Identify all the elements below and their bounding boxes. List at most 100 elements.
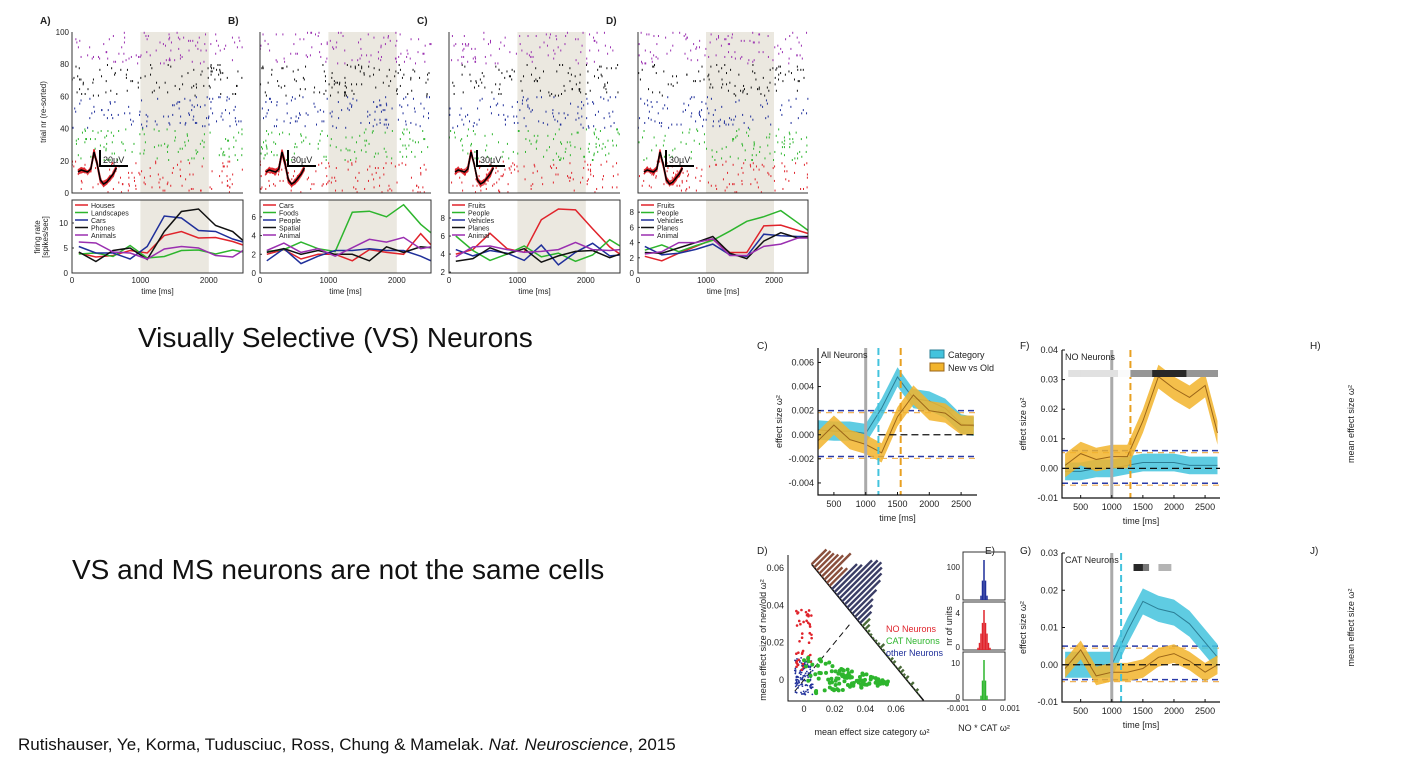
xtick-label: 0 [447,276,452,285]
xtick-label: 2500 [1195,706,1215,716]
ytick-label: 4 [630,239,635,248]
firing-rate-line-spatial [266,245,432,262]
significance-cell [1099,370,1103,377]
point-other-neuron [801,678,804,681]
point-other-neuron [800,671,803,674]
significance-cell [1133,370,1138,377]
point-cat-neuron [864,672,869,677]
point-no-neuron [797,658,800,662]
significance-cell [1214,370,1219,377]
subplot-title: NO Neurons [1065,352,1116,362]
point-cat-neuron [817,670,822,675]
significance-cell [1071,370,1075,377]
significance-cell [1080,370,1085,377]
xtick-label: 1000 [1102,706,1122,716]
legend-label: Planes [468,226,490,233]
ytick-label: -0.01 [1037,493,1058,503]
xtick-label: 2500 [951,499,971,509]
raster-ytick-label: 80 [60,60,69,69]
significance-cell [1133,564,1138,571]
significance-cell [1102,370,1107,377]
point-cat-neuron [847,684,852,689]
point-other-neuron [811,686,814,689]
point-other-neuron [794,659,796,662]
significance-cell [1093,370,1097,377]
ylabel: firing rate [33,220,42,254]
point-other-neuron [804,679,807,682]
point-cat-neuron [830,664,835,669]
point-cat-neuron [824,670,829,675]
significance-cell [1164,564,1169,571]
ytick-label: 0.06 [766,563,784,573]
significance-cell [1136,564,1141,571]
point-no-neuron [805,619,808,623]
waveform-inset [265,149,316,189]
significance-cell [1195,370,1200,377]
histogram-bar [836,559,873,597]
point-cat-neuron [833,669,838,674]
xtick-label: 2000 [388,276,406,285]
right-ylabel: mean effect size ω² [1346,385,1356,463]
histogram-bar [820,554,844,578]
ytick-label: 2 [252,250,257,259]
point-no-neuron [810,614,813,617]
ytick-label: 0 [252,269,257,278]
histogram-bar [871,636,875,640]
legend-label: New vs Old [948,363,994,373]
histogram-bar [980,633,982,650]
point-other-neuron [799,673,802,676]
ytick-label: 0.02 [766,638,784,648]
xtick-label: 0 [636,276,641,285]
scale-bar-label: 30µV [480,155,501,165]
point-other-neuron [803,692,806,694]
histogram-bar [861,617,871,628]
significance-cell [1198,370,1203,377]
waveform-inset [454,149,505,188]
point-cat-neuron [814,691,819,696]
significance-cell [1111,370,1116,377]
ytick-label: 0.03 [1040,548,1058,558]
point-cat-neuron [833,682,838,687]
point-other-neuron [806,674,809,677]
axes [787,555,960,702]
point-cat-neuron [878,681,883,686]
histogram-bar [823,552,852,581]
xtick-label: -0.001 [947,704,970,713]
legend-label: Vehicles [657,218,684,225]
histogram-bar [902,673,906,677]
point-cat-neuron [826,677,831,682]
raster-ytick-label: 20 [60,157,69,166]
point-cat-neuron [818,657,823,662]
xtick-label: 2000 [1164,706,1184,716]
point-no-neuron [795,624,799,627]
point-cat-neuron [827,660,832,665]
histogram-bars [980,660,988,700]
histogram-bar [892,660,897,665]
point-other-neuron [794,669,797,671]
ytick-label: -0.004 [788,478,814,488]
xlabel: time [ms] [1123,516,1160,526]
point-other-neuron [802,693,805,695]
xlabel: time [ms] [141,287,173,296]
point-other-neuron [799,677,802,679]
legend-label: Animal [657,233,679,240]
scale-bar [99,150,128,167]
histogram-bar [815,552,835,572]
significance-cell [1158,564,1163,571]
ytick-label: 6 [441,232,446,241]
point-other-neuron [803,674,806,677]
point-other-neuron [796,678,799,681]
point-cat-neuron [839,672,844,677]
significance-cell [1127,370,1131,377]
point-cat-neuron [806,678,811,683]
legend-label: Landscapes [91,211,129,218]
point-no-neuron [800,652,804,656]
ytick-label: 0.002 [791,406,814,416]
point-other-neuron [796,658,798,660]
significance-cell [1155,564,1159,571]
point-cat-neuron [874,679,879,684]
sem-band-category [1065,588,1218,678]
significance-bar [1068,370,1219,377]
firing-rate-line-landscapes [78,244,244,259]
point-no-neuron [807,609,811,612]
